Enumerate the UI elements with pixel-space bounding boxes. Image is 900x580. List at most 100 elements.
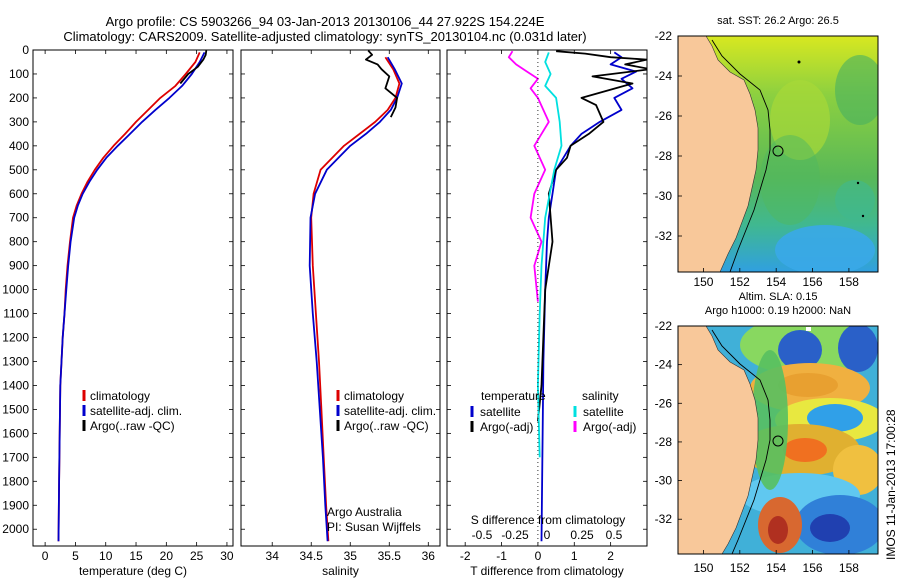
lat-tick-label: -26	[655, 396, 673, 410]
legend-entry: satellite-adj. clim.	[90, 404, 182, 418]
argo-height-label: Argo h1000: 0.19 h2000: NaN	[704, 305, 852, 317]
series-salinity-satellite	[537, 52, 563, 458]
x-tick-label: 34	[266, 549, 280, 563]
depth-tick-label: 1800	[2, 474, 29, 488]
plot-frame	[446, 49, 648, 547]
lon-tick-label: 156	[803, 275, 823, 289]
depth-tick-label: 800	[9, 235, 29, 249]
lat-tick-label: -24	[655, 69, 673, 83]
depth-tick-label: 200	[9, 91, 29, 105]
legend-entry: Argo(-adj)	[480, 420, 533, 434]
depth-tick-label: 700	[9, 211, 29, 225]
s-tick-label: 0.5	[606, 528, 623, 542]
series-satellite-adj-clim-	[57, 51, 206, 542]
lat-tick-label: -32	[655, 229, 673, 243]
lon-tick-label: 154	[766, 275, 786, 289]
series-salinity-argo-adj-	[507, 50, 550, 302]
legend-entry: climatology	[90, 389, 150, 403]
x-tick-label: 34.5	[300, 549, 324, 563]
title-line-2: Climatology: CARS2009. Satellite-adjuste…	[63, 29, 587, 44]
lat-tick-label: -28	[655, 435, 673, 449]
lon-tick-label: 152	[730, 561, 750, 575]
s-tick-label: 0	[544, 528, 551, 542]
lon-tick-label: 154	[766, 561, 786, 575]
argo-position-marker-2	[772, 435, 784, 447]
legend-entry: Argo(..raw -QC)	[90, 419, 175, 433]
x-tick-label: -1	[496, 549, 507, 563]
lon-tick-label: 150	[693, 561, 713, 575]
legend-heading-salinity: salinity	[582, 389, 619, 403]
lat-tick-label: -32	[655, 512, 673, 526]
lat-tick-label: -22	[655, 29, 673, 43]
depth-tick-label: 500	[9, 163, 29, 177]
plot-frame	[240, 49, 441, 547]
legend-entry: climatology	[344, 389, 404, 403]
depth-tick-label: 100	[9, 67, 29, 81]
x-tick-label: 30	[220, 549, 234, 563]
depth-tick-label: 1600	[2, 426, 29, 440]
depth-tick-label: 1900	[2, 498, 29, 512]
x-tick-label: 10	[99, 549, 113, 563]
depth-tick-label: 1300	[2, 354, 29, 368]
sla-map-label: Altim. SLA: 0.15	[738, 291, 818, 303]
depth-tick-label: 900	[9, 259, 29, 273]
x-tick-label: 0	[535, 549, 542, 563]
s-tick-label: -0.5	[472, 528, 493, 542]
series-argo-raw-qc-	[179, 50, 208, 85]
legend-heading-temperature: temperature	[481, 389, 546, 403]
x-tick-label: 15	[129, 549, 143, 563]
depth-tick-label: 2000	[2, 522, 29, 536]
lat-tick-label: -30	[655, 474, 673, 488]
sla-map	[677, 325, 879, 555]
legend-entry: satellite	[583, 405, 624, 419]
s-axis-label: S difference from climatology	[471, 513, 626, 527]
depth-tick-label: 1500	[2, 402, 29, 416]
depth-tick-label: 1000	[2, 283, 29, 297]
lon-tick-label: 158	[839, 561, 859, 575]
lat-tick-label: -22	[655, 319, 673, 333]
argo-annotation: Argo Australia	[327, 505, 402, 519]
lon-tick-label: 150	[693, 275, 713, 289]
plot-frame	[32, 49, 234, 547]
x-axis-label: temperature (deg C)	[79, 564, 187, 578]
argo-position-marker	[772, 145, 784, 157]
depth-tick-label: 0	[22, 43, 29, 57]
sst-map-label: sat. SST: 26.2 Argo: 26.5	[717, 15, 839, 27]
x-tick-label: -2	[460, 549, 471, 563]
isobath-line	[711, 39, 771, 272]
legend-entry: Argo(-adj)	[583, 420, 636, 434]
depth-tick-label: 1100	[3, 307, 29, 321]
depth-tick-label: 600	[9, 187, 29, 201]
imos-timestamp: IMOS 11-Jan-2013 17:00:28	[884, 409, 898, 560]
x-axis-label: salinity	[322, 564, 359, 578]
legend-entry: Argo(..raw -QC)	[344, 419, 429, 433]
plot-area-difference	[447, 50, 647, 546]
series-argo-raw-qc-	[364, 50, 399, 118]
land-mass	[678, 36, 759, 272]
title-line-1: Argo profile: CS 5903266_94 03-Jan-2013 …	[105, 14, 545, 29]
lat-tick-label: -26	[655, 109, 673, 123]
x-tick-label: 35	[344, 549, 358, 563]
depth-tick-label: 300	[9, 115, 29, 129]
x-tick-label: 2	[607, 549, 614, 563]
sst-map	[677, 35, 879, 273]
legend-entry: satellite	[480, 405, 521, 419]
x-tick-label: 5	[72, 549, 79, 563]
lon-tick-label: 158	[839, 275, 859, 289]
lat-tick-label: -30	[655, 189, 673, 203]
depth-tick-label: 400	[9, 139, 29, 153]
lat-tick-label: -28	[655, 149, 673, 163]
depth-tick-label: 1200	[2, 331, 29, 345]
lon-tick-label: 156	[803, 561, 823, 575]
s-tick-label: 0.25	[570, 528, 594, 542]
x-tick-label: 35.5	[378, 549, 402, 563]
pi-annotation: PI: Susan Wijffels	[327, 520, 421, 534]
x-tick-label: 36	[422, 549, 436, 563]
x-tick-label: 0	[42, 549, 49, 563]
series-temperature-argo-adj-	[537, 50, 647, 422]
depth-tick-label: 1400	[2, 378, 29, 392]
lon-tick-label: 152	[730, 275, 750, 289]
plot-area-salinity	[241, 50, 440, 546]
x-tick-label: 20	[160, 549, 174, 563]
